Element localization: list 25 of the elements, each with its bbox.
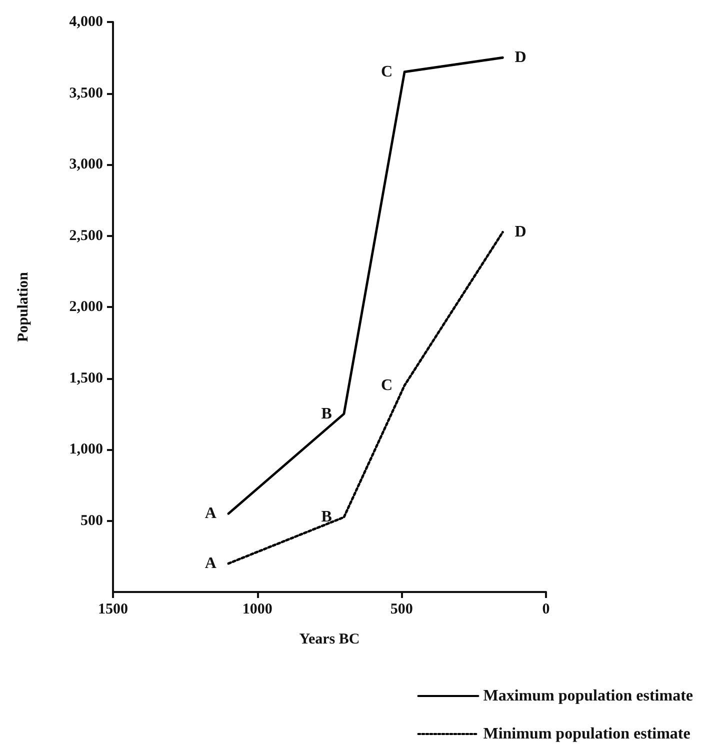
- legend-label: Maximum population estimate: [483, 688, 694, 704]
- annotation: A: [204, 505, 217, 522]
- annotation: B: [321, 405, 332, 422]
- annotation: D: [514, 224, 526, 241]
- y-tick-label: 2,500: [69, 228, 103, 244]
- y-tick-label: 1,500: [69, 370, 103, 386]
- annotation: C: [380, 376, 393, 394]
- legend-label: Minimum population estimate: [483, 726, 690, 742]
- annotation: D: [514, 49, 526, 66]
- y-tick-label: 4,000: [69, 14, 103, 30]
- y-tick-label: 1,000: [69, 442, 103, 458]
- y-tick-label: 2,000: [69, 299, 103, 315]
- x-tick-label: 500: [390, 602, 413, 618]
- annotation: C: [380, 63, 393, 80]
- x-tick-label: 1500: [98, 602, 128, 618]
- y-axis-title: Population: [16, 271, 32, 342]
- y-tick-label: 500: [80, 512, 103, 529]
- annotation: A: [204, 555, 217, 572]
- x-tick-label: 1000: [242, 602, 272, 618]
- line-series: [227, 230, 504, 565]
- y-tick-label: 3,500: [69, 85, 103, 102]
- x-axis-title: Years BC: [299, 632, 360, 648]
- annotation: B: [321, 508, 332, 526]
- y-tick-label: 3,000: [69, 156, 103, 172]
- x-tick-label: 0: [542, 602, 550, 618]
